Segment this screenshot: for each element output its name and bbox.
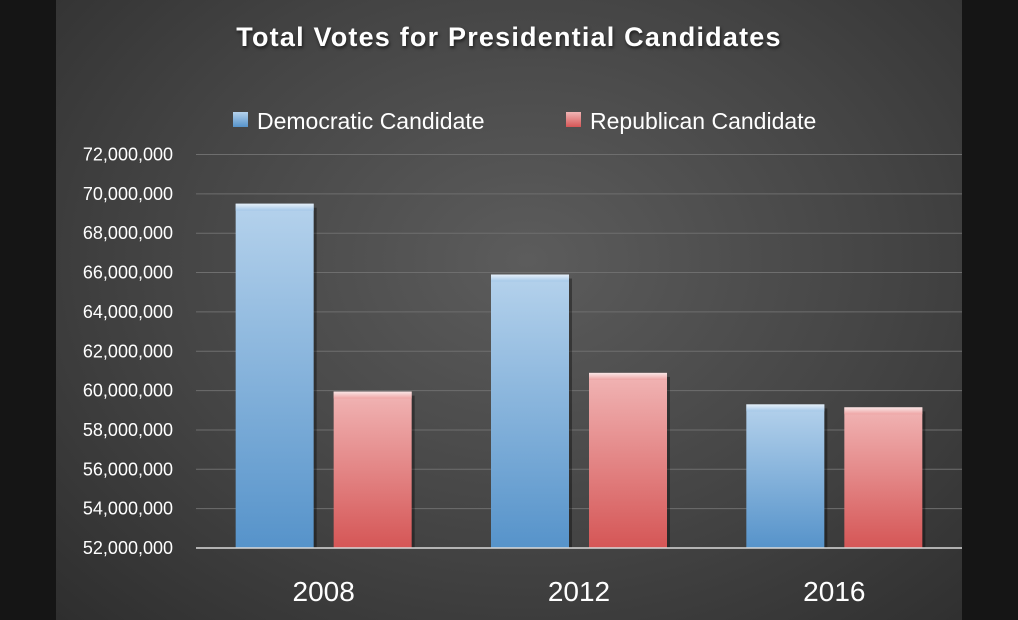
x-tick-label: 2008 — [293, 576, 355, 607]
bar-democratic-candidate-2016 — [746, 404, 825, 548]
bar-cap — [235, 203, 314, 211]
bar-republican-candidate-2008 — [333, 391, 412, 548]
y-tick-label: 62,000,000 — [83, 341, 173, 361]
bar-cap — [589, 372, 667, 380]
bar-cap — [333, 391, 412, 399]
y-tick-label: 64,000,000 — [83, 302, 173, 322]
legend-swatch — [233, 112, 248, 127]
axes: 52,000,000 54,000,000 56,000,000 58,000,000… — [83, 145, 962, 607]
bars — [235, 203, 926, 548]
legend-item: Republican Candidate — [566, 108, 816, 134]
x-tick-label: 2012 — [548, 576, 610, 607]
y-tick-label: 70,000,000 — [83, 184, 173, 204]
bar-cap — [746, 404, 825, 412]
legend-item: Democratic Candidate — [233, 108, 485, 134]
bar-democratic-candidate-2012 — [491, 274, 569, 548]
bar-republican-candidate-2012 — [589, 372, 667, 548]
gridlines — [196, 154, 962, 510]
y-tick-label: 72,000,000 — [83, 145, 173, 165]
x-tick-label: 2016 — [803, 576, 865, 607]
legend-label: Democratic Candidate — [257, 108, 485, 134]
legend-label: Republican Candidate — [590, 108, 816, 134]
y-tick-label: 58,000,000 — [83, 420, 173, 440]
legend: Democratic Candidate Republican Candidate — [233, 108, 816, 134]
y-tick-label: 56,000,000 — [83, 459, 173, 479]
y-tick-label: 68,000,000 — [83, 223, 173, 243]
bar-cap — [491, 274, 569, 282]
y-tick-label: 66,000,000 — [83, 263, 173, 283]
bar-cap — [844, 407, 923, 415]
y-tick-label: 52,000,000 — [83, 538, 173, 558]
bar-democratic-candidate-2008 — [235, 203, 314, 548]
legend-swatch — [566, 112, 581, 127]
bar-republican-candidate-2016 — [844, 407, 923, 548]
y-tick-label: 54,000,000 — [83, 499, 173, 519]
y-tick-label: 60,000,000 — [83, 381, 173, 401]
chart-title: Total Votes for Presidential Candidates — [236, 22, 782, 52]
